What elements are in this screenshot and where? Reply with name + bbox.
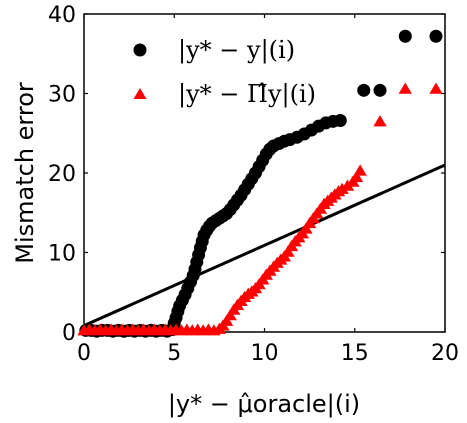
reference-line-layer — [83, 163, 446, 328]
data-point-circle — [333, 114, 347, 128]
x-tick-label: 10 — [251, 341, 279, 366]
series-layer — [77, 29, 443, 338]
x-axis-title: |y* − μ̂oracle|(i) — [168, 390, 360, 418]
data-point-triangle — [335, 182, 349, 194]
data-point-circle — [373, 83, 387, 97]
x-tick-label: 15 — [341, 341, 369, 366]
x-tick-label: 5 — [167, 341, 181, 366]
plot-area: 0 5 10 15 20 0 10 20 30 40 — [48, 3, 459, 366]
data-point-triangle — [429, 82, 443, 94]
legend-label-series-1: |y* − y|(i) — [178, 36, 295, 65]
data-point-triangle — [373, 115, 387, 127]
data-point-circle — [357, 83, 371, 97]
legend-marker-triangle — [133, 88, 147, 99]
legend-marker-circle — [133, 43, 147, 57]
y-tick-label: 40 — [48, 3, 76, 28]
data-point-triangle — [353, 164, 367, 176]
y-axis-title: Mismatch error — [11, 82, 39, 264]
data-point-triangle — [398, 82, 412, 94]
y-tick-label: 0 — [62, 321, 76, 346]
data-point-circle — [398, 29, 412, 43]
data-point-circle — [429, 29, 443, 43]
data-point-triangle — [349, 170, 364, 182]
series-2 — [77, 82, 443, 336]
x-tick-label: 20 — [431, 341, 459, 366]
y-tick-label: 10 — [48, 242, 76, 267]
y-tick-label: 30 — [48, 83, 76, 108]
ticks-layer: 0 5 10 15 20 0 10 20 30 40 — [48, 3, 459, 366]
reference-line — [83, 163, 446, 328]
x-tick-label: 0 — [77, 341, 91, 366]
y-tick-label: 20 — [48, 162, 76, 187]
legend: |y* − y|(i) |y* − Π̂y|(i) — [133, 36, 316, 109]
legend-label-series-2: |y* − Π̂y|(i) — [178, 80, 316, 109]
